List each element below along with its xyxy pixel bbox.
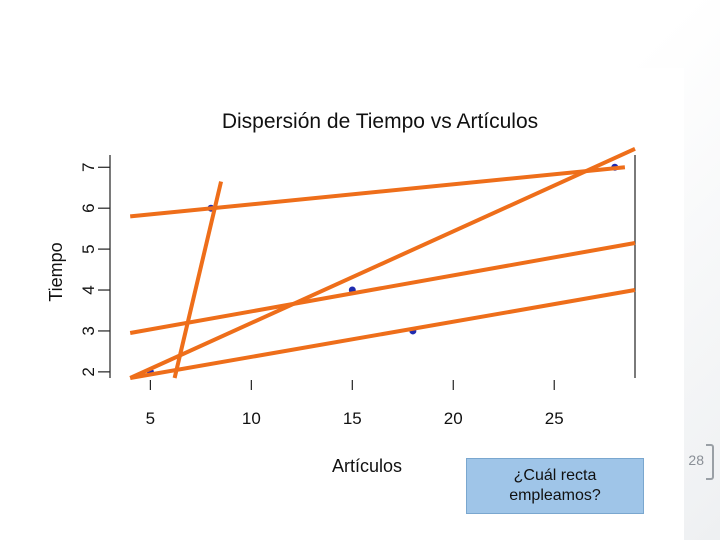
x-tick-label: 5 [146, 409, 155, 428]
page-number: 28 [688, 452, 704, 468]
x-tick-label: 10 [242, 409, 261, 428]
candidate-line [129, 165, 626, 219]
chart-title: Dispersión de Tiempo vs Artículos [222, 110, 538, 133]
candidate-line [129, 241, 636, 335]
page-bracket [706, 444, 714, 480]
y-tick-label: 3 [79, 326, 98, 335]
x-tick-label: 25 [545, 409, 564, 428]
y-tick-label: 6 [79, 203, 98, 212]
question-callout: ¿Cuál recta empleamos? [466, 458, 644, 514]
x-tick-label: 15 [343, 409, 362, 428]
y-tick-label: 7 [79, 163, 98, 172]
x-tick-label: 20 [444, 409, 463, 428]
y-tick-label: 4 [79, 285, 98, 294]
candidate-line [172, 181, 224, 379]
x-axis-label: Artículos [332, 456, 402, 476]
candidate-line [129, 288, 636, 380]
y-axis-label: Tiempo [46, 242, 66, 301]
y-tick-label: 2 [79, 367, 98, 376]
candidate-line [129, 147, 636, 380]
y-tick-label: 5 [79, 244, 98, 253]
